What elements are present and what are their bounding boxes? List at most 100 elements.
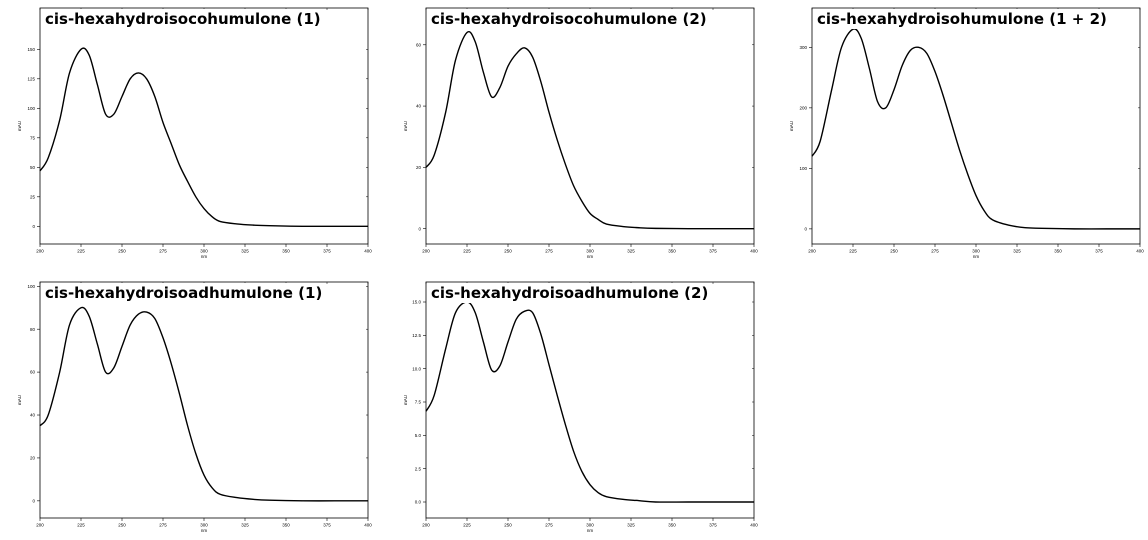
x-tick-label: 400	[750, 523, 758, 528]
y-tick-label: 50	[30, 165, 36, 170]
x-axis-label: nm	[587, 254, 594, 259]
x-tick-label: 375	[323, 523, 331, 528]
chart-panel-2: 200 225 250 275 300 325 350 375 400 0 20 40 60 nm mAU c…	[396, 4, 758, 266]
x-tick-label: 300	[972, 249, 980, 254]
x-tick-label: 275	[545, 523, 553, 528]
x-tick-label: 325	[627, 523, 635, 528]
y-tick-label: 150	[27, 47, 35, 52]
y-tick-label: 5.0	[415, 433, 422, 438]
x-tick-label: 375	[323, 249, 331, 254]
x-tick-label: 225	[463, 249, 471, 254]
plot-frame	[425, 281, 755, 519]
x-tick-label: 400	[1136, 249, 1144, 254]
x-tick-label: 200	[808, 249, 816, 254]
y-tick-label: 100	[799, 166, 807, 171]
y-axis-label: mAU	[403, 121, 408, 131]
chart-panel-3: 200 225 250 275 300 325 350 375 400 0 100 200 300 nm m…	[782, 4, 1144, 266]
y-axis-label: mAU	[403, 395, 408, 405]
y-tick-label: 25	[30, 194, 36, 199]
x-tick-label: 225	[77, 249, 85, 254]
y-tick-label: 0	[32, 224, 35, 229]
x-tick-label: 250	[118, 249, 126, 254]
spectrum-chart-3: 200 225 250 275 300 325 350 375 4000100200300nmm…	[789, 7, 1144, 259]
y-tick-label: 0	[32, 498, 35, 503]
x-tick-label: 225	[463, 523, 471, 528]
spectrum-line	[425, 31, 754, 230]
x-tick-label: 275	[159, 249, 167, 254]
x-tick-label: 250	[890, 249, 898, 254]
y-tick-label: 0	[418, 226, 421, 231]
y-tick-label: 20	[416, 165, 422, 170]
x-tick-label: 275	[931, 249, 939, 254]
x-tick-label: 275	[545, 249, 553, 254]
spectrum-chart-4: 200 225 250 275 300 325 350 375 400 0 20 40 60 80 100 n…	[17, 281, 372, 533]
x-tick-label: 250	[118, 523, 126, 528]
x-tick-label: 325	[1013, 249, 1021, 254]
x-tick-label: 350	[282, 249, 290, 254]
x-tick-label: 200	[422, 523, 430, 528]
x-axis-label: nm	[201, 254, 208, 259]
y-tick-label: 75	[30, 135, 36, 140]
x-tick-label: 225	[77, 523, 85, 528]
spectrum-chart-2: 200 225 250 275 300 325 350 375 400 0 20 40 60 nm mAU c…	[403, 7, 758, 259]
y-axis-label: mAU	[17, 395, 22, 405]
y-tick-label: 300	[799, 45, 807, 50]
x-tick-label: 375	[709, 523, 717, 528]
y-tick-label: 60	[416, 42, 422, 47]
x-tick-label: 400	[364, 249, 372, 254]
chart-panel-5: 200 225 250 275 300 325 350 375 400 0.0 2.5 5.0 7.5 1…	[396, 278, 758, 540]
x-tick-label: 325	[241, 249, 249, 254]
x-tick-label: 250	[504, 249, 512, 254]
y-tick-label: 2.5	[415, 466, 422, 471]
x-tick-label: 400	[364, 523, 372, 528]
x-tick-label: 325	[241, 523, 249, 528]
x-tick-label: 300	[200, 523, 208, 528]
y-tick-label: 7.5	[415, 400, 422, 405]
x-tick-label: 350	[668, 523, 676, 528]
x-tick-label: 300	[200, 249, 208, 254]
x-tick-label: 400	[750, 249, 758, 254]
chart-title: cis-hexahydroisoadhumulone (2)	[431, 284, 708, 302]
x-tick-label: 300	[586, 523, 594, 528]
spectrum-chart-5: 200 225 250 275 300 325 350 375 400 0.0 2.5 5.0 7.5 1…	[403, 281, 758, 533]
y-tick-label: 12.5	[412, 333, 421, 338]
x-tick-label: 350	[1054, 249, 1062, 254]
x-tick-label: 200	[422, 249, 430, 254]
x-axis-label: nm	[587, 528, 594, 533]
y-tick-label: 125	[27, 76, 35, 81]
x-tick-label: 200	[36, 523, 44, 528]
y-tick-label: 100	[27, 284, 35, 289]
y-tick-label: 40	[30, 413, 36, 418]
x-tick-label: 350	[668, 249, 676, 254]
chart-panel-4: 200 225 250 275 300 325 350 375 400 0 20 40 60 80 100 n…	[10, 278, 372, 540]
title-backing	[429, 283, 711, 303]
title-backing	[43, 9, 323, 29]
y-tick-label: 40	[416, 104, 422, 109]
title-backing	[815, 9, 1109, 29]
x-tick-label: 325	[627, 249, 635, 254]
y-axis-label: mAU	[789, 121, 794, 131]
spectrum-line	[425, 301, 754, 503]
y-tick-label: 200	[799, 105, 807, 110]
y-tick-label: 0	[804, 226, 807, 231]
y-tick-label: 10.0	[412, 366, 421, 371]
chart-panel-1: 200 225 250 275 300 325 350 375 400 0 25 50 75 100 125…	[10, 4, 372, 266]
spectrum-chart-1: 200 225 250 275 300 325 350 375 400 0 25 50 75 100 125…	[17, 7, 372, 259]
x-tick-label: 275	[159, 523, 167, 528]
x-tick-label: 300	[586, 249, 594, 254]
spectrum-line	[39, 47, 368, 228]
x-axis-label: nm	[973, 254, 980, 259]
chart-title: cis-hexahydroisoadhumulone (1)	[45, 284, 322, 302]
y-axis-label: mAU	[17, 121, 22, 131]
x-axis-label: nm	[201, 528, 208, 533]
spectrum-line	[39, 306, 368, 502]
chart-title: cis-hexahydroisocohumulone (2)	[431, 10, 707, 28]
x-tick-label: 200	[36, 249, 44, 254]
x-tick-label: 225	[849, 249, 857, 254]
y-tick-label: 20	[30, 456, 36, 461]
x-tick-label: 375	[1095, 249, 1103, 254]
x-tick-label: 250	[504, 523, 512, 528]
chart-title: cis-hexahydroisohumulone (1 + 2)	[817, 10, 1107, 28]
y-tick-label: 100	[27, 106, 35, 111]
x-tick-label: 350	[282, 523, 290, 528]
